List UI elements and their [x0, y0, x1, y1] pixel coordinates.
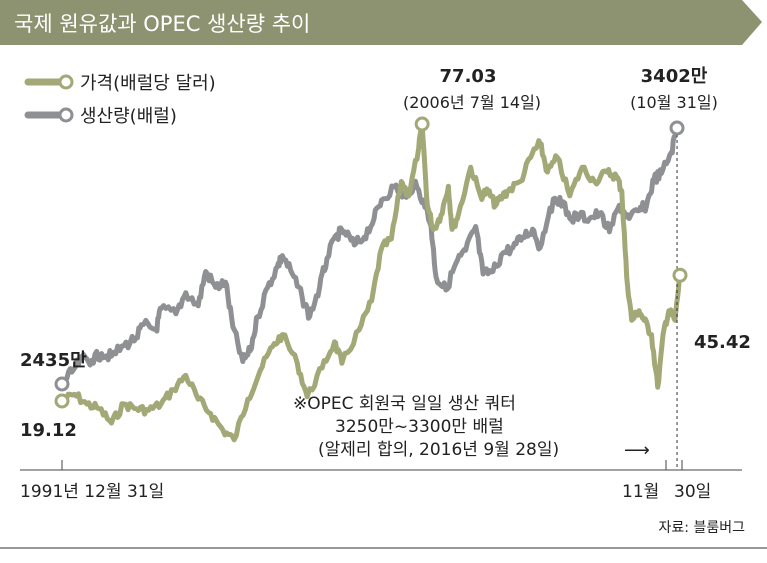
- price-peak-date: (2006년 7월 14일): [403, 93, 541, 112]
- quota-note-line1: ※OPEC 회원국 일일 생산 쿼터: [293, 394, 516, 414]
- quota-note-line2: 3250만~3300만 배럴: [335, 417, 504, 437]
- production-start-label: 2435만: [20, 350, 87, 371]
- legend: 가격(배럴당 달러) 생산량(배럴): [24, 73, 216, 127]
- price-end-marker: [672, 267, 688, 283]
- production-series-line: [59, 125, 680, 387]
- production-end-value: 3402만: [641, 66, 708, 87]
- production-end-date: (10월 31일): [630, 93, 718, 112]
- x-tick-label-nov: 11월: [622, 482, 659, 502]
- price-series-line: [59, 121, 683, 443]
- title-banner: [0, 0, 762, 45]
- price-peak-value: 77.03: [440, 66, 497, 87]
- chart-title: 국제 원유값과 OPEC 생산량 추이: [14, 12, 310, 36]
- x-tick-label-start: 1991년 12월 31일: [20, 482, 164, 502]
- legend-price-label: 가격(배럴당 달러): [80, 73, 216, 94]
- x-tick-label-end: 30일: [674, 482, 711, 502]
- legend-price-marker: [58, 74, 74, 90]
- production-start-marker: [54, 376, 70, 392]
- price-start-label: 19.12: [20, 420, 77, 441]
- legend-production-label: 생산량(배럴): [80, 106, 177, 127]
- source-credit: 자료: 블룸버그: [659, 520, 746, 536]
- price-peak-marker: [414, 116, 430, 132]
- price-start-marker: [54, 393, 70, 409]
- quota-note-line3: (알제리 합의, 2016년 9월 28일): [318, 440, 559, 460]
- legend-production-marker: [58, 107, 74, 123]
- production-end-marker: [669, 120, 685, 136]
- quota-note-arrow: ⟶: [624, 440, 650, 461]
- price-end-label: 45.42: [694, 332, 751, 353]
